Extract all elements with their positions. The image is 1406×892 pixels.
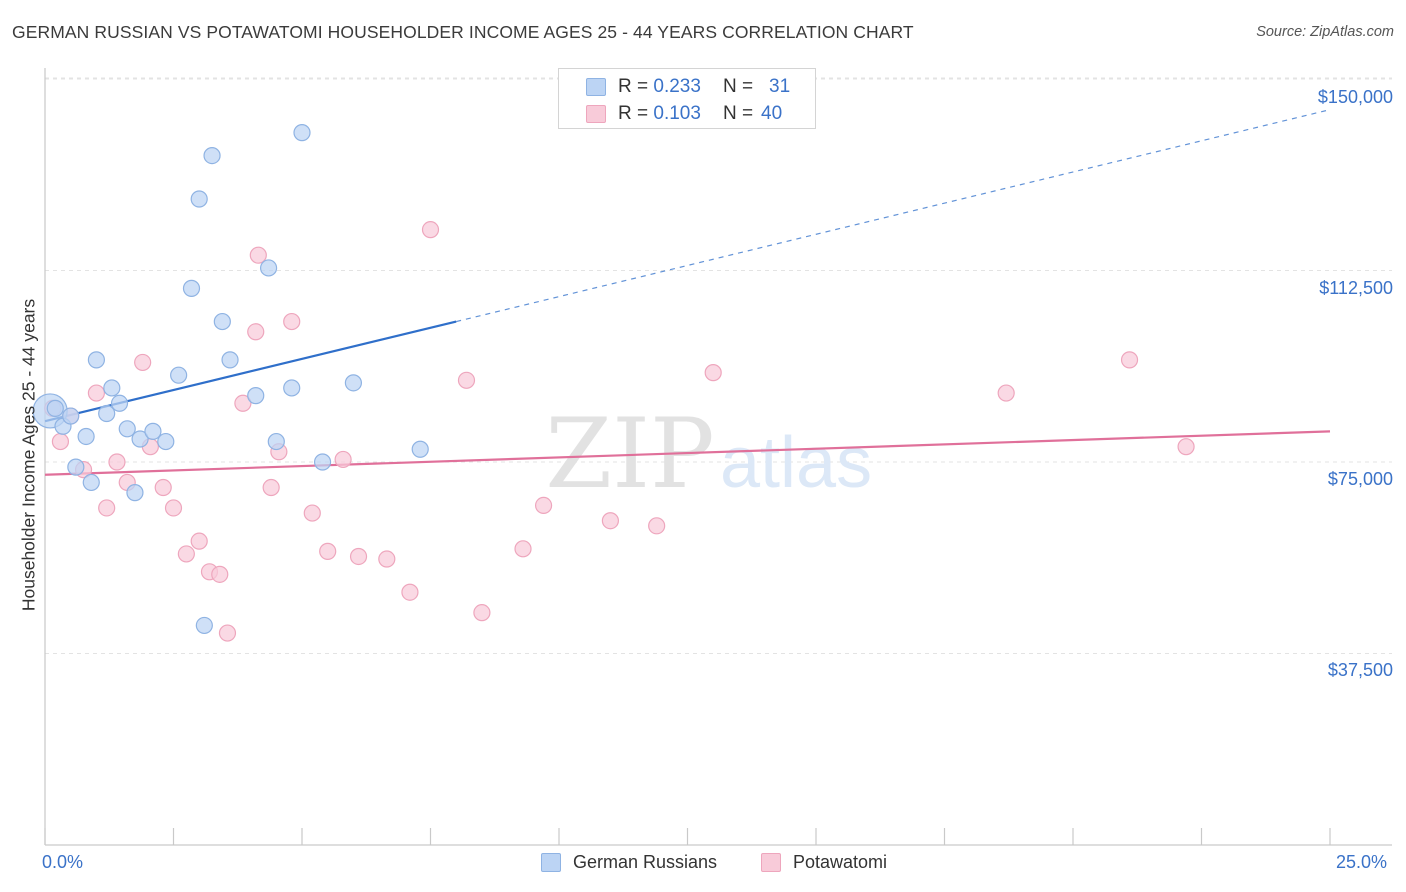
point-potawatomi (1120, 351, 1139, 369)
point-german-russians (98, 404, 116, 423)
point-potawatomi (378, 550, 396, 568)
point-german-russians (267, 432, 285, 451)
point-potawatomi (247, 323, 265, 341)
point-potawatomi (534, 496, 553, 515)
n-value: 31 (769, 76, 791, 97)
chart-title: GERMAN RUSSIAN VS POTAWATOMI HOUSEHOLDER… (12, 22, 914, 42)
gridlines (45, 77, 1392, 654)
point-potawatomi (234, 394, 252, 412)
point-german-russians (67, 458, 85, 476)
n-label: N = (722, 103, 754, 124)
y-tick-label: $75,000 (1327, 469, 1393, 489)
point-potawatomi (249, 246, 267, 264)
watermark: ZIP atlas (545, 398, 872, 510)
point-german-russians (411, 440, 429, 458)
y-axis-label: Householder Income Ages 25 - 44 years (18, 298, 39, 612)
point-potawatomi (177, 545, 195, 563)
point-german-russians (203, 147, 221, 165)
point-potawatomi (190, 532, 208, 550)
legend-item-potawatomi: Potawatomi (761, 852, 887, 873)
point-german-russians (82, 473, 100, 492)
point-potawatomi (98, 499, 116, 517)
point-german-russians (182, 279, 201, 297)
legend-row-potawatomi: R = 0.103 N = 40 (586, 102, 782, 126)
point-german-russians (213, 312, 231, 331)
point-potawatomi (108, 453, 126, 471)
point-german-russians (195, 616, 213, 635)
blue-swatch-icon (541, 853, 561, 872)
x-tick-label-right: 25.0% (1336, 852, 1388, 872)
point-potawatomi (319, 542, 337, 560)
point-german-russians (110, 394, 129, 412)
point-german-russians (131, 430, 149, 448)
point-german-russians (62, 407, 80, 425)
point-german-russians (126, 484, 144, 502)
source-credit: Source: ZipAtlas.com (1256, 24, 1394, 40)
point-potawatomi (349, 547, 368, 566)
x-tick-label-left: 0.0% (42, 852, 84, 872)
point-german-russians (259, 259, 278, 277)
point-potawatomi (421, 221, 440, 239)
legend-item-german-russians: German Russians (541, 852, 717, 873)
axes (44, 68, 1392, 846)
data-points (32, 124, 1195, 642)
point-german-russians (118, 420, 136, 438)
point-potawatomi (334, 450, 352, 469)
point-potawatomi (457, 371, 476, 389)
y-tick-label: $112,500 (1319, 278, 1393, 298)
point-potawatomi (601, 512, 620, 530)
point-german-russians (77, 427, 95, 446)
point-potawatomi (514, 540, 532, 558)
legend-label: Potawatomi (793, 852, 888, 872)
point-potawatomi (473, 604, 491, 622)
r-value: 0.233 (653, 76, 701, 97)
y-tick-label: $37,500 (1327, 660, 1393, 680)
point-potawatomi (704, 364, 722, 382)
point-german-russians (87, 351, 106, 369)
point-potawatomi (164, 499, 183, 517)
point-german-russians (283, 379, 301, 397)
point-german-russians (46, 399, 64, 417)
y-tick-label: $150,000 (1317, 87, 1393, 107)
point-german-russians (313, 453, 332, 471)
watermark-atlas: atlas (720, 423, 872, 503)
r-label: R = (618, 76, 649, 97)
point-potawatomi (87, 384, 106, 402)
point-potawatomi (211, 565, 229, 583)
point-german-russians (144, 422, 162, 440)
point-potawatomi (134, 353, 152, 372)
point-german-russians (103, 379, 121, 397)
n-label: N = (722, 76, 754, 97)
point-potawatomi (283, 312, 301, 331)
point-german-russians (190, 190, 208, 208)
trend-line-german-russians-projection (456, 109, 1331, 323)
r-value: 0.103 (653, 103, 701, 124)
point-potawatomi (648, 517, 666, 535)
point-german-russians (344, 374, 362, 392)
point-potawatomi (997, 384, 1015, 402)
legend-row-german-russians: R = 0.233 N = 31 (586, 75, 790, 99)
point-german-russians (293, 124, 311, 142)
legend-label: German Russians (573, 852, 718, 872)
trend-line-potawatomi (44, 430, 1331, 476)
point-potawatomi (303, 504, 321, 522)
point-german-russians (221, 351, 239, 369)
n-value: 40 (761, 103, 783, 124)
blue-swatch-icon (586, 78, 606, 96)
point-german-russians (157, 432, 175, 451)
point-potawatomi (154, 478, 172, 497)
pink-swatch-icon (586, 105, 606, 123)
stats-legend: R = 0.233 N = 31 R = 0.103 N = 40 (558, 68, 816, 129)
pink-swatch-icon (761, 853, 781, 872)
point-potawatomi (401, 583, 419, 601)
point-potawatomi (218, 624, 237, 642)
point-german-russians (170, 366, 188, 384)
point-potawatomi (262, 478, 280, 497)
point-potawatomi (51, 432, 70, 451)
point-german-russians (247, 387, 265, 405)
point-potawatomi (1177, 438, 1195, 456)
r-label: R = (618, 103, 649, 124)
